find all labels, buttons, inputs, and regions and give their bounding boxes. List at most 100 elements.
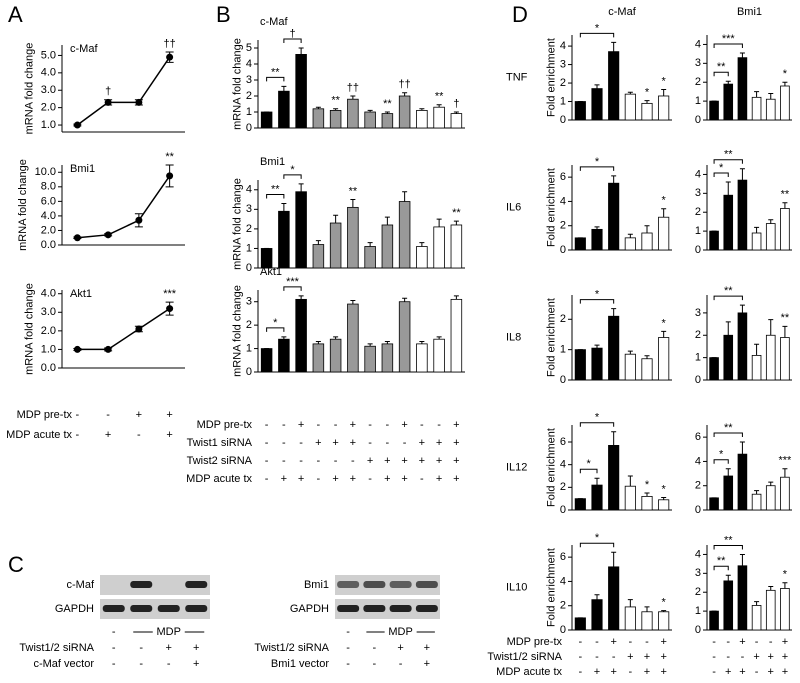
y-tick-label: 4 — [560, 575, 566, 587]
bar — [450, 113, 463, 129]
condition-sign: - — [726, 636, 730, 648]
condition-sign: + — [401, 455, 407, 467]
bar — [591, 599, 603, 631]
bar — [709, 497, 719, 511]
significance: ** — [165, 151, 174, 163]
significance: * — [662, 483, 667, 495]
y-tick-label: 2 — [560, 220, 566, 232]
error-bar — [298, 295, 304, 300]
y-tick-label: 3 — [560, 58, 566, 70]
y-axis-label: mRNA fold change — [232, 178, 244, 270]
significance: ** — [349, 185, 358, 197]
chart-title: Akt1 — [260, 266, 282, 278]
condition-sign: + — [660, 666, 666, 678]
condition-name: MDP acute tx — [6, 429, 72, 441]
condition-sign: + — [166, 429, 172, 441]
bar — [780, 208, 790, 251]
error-bar — [333, 214, 339, 224]
bar — [641, 495, 653, 511]
significance: ** — [271, 66, 280, 78]
condition-sign: + — [644, 666, 650, 678]
condition-sign: - — [645, 636, 649, 648]
band-label: c-Maf — [67, 579, 95, 591]
significance: * — [662, 317, 667, 329]
condition-sign: - — [282, 419, 286, 431]
bar — [574, 349, 586, 381]
significance: *** — [286, 276, 300, 288]
condition-sign: - — [726, 651, 730, 663]
significance: * — [645, 87, 650, 99]
bar — [260, 348, 273, 373]
bar — [658, 337, 670, 381]
treatment-label: MDP — [157, 626, 181, 638]
bar — [751, 493, 762, 511]
error-bar — [281, 85, 287, 92]
bar — [737, 565, 748, 631]
significance: *** — [722, 33, 736, 45]
y-tick-label: 2 — [560, 481, 566, 493]
bracket — [283, 38, 302, 43]
significance: * — [595, 156, 600, 168]
bar — [574, 617, 586, 631]
significance: *** — [163, 288, 177, 300]
bar — [641, 611, 653, 631]
y-tick-label: 1 — [695, 95, 701, 107]
significance: * — [587, 458, 592, 470]
condition-sign: - — [712, 636, 716, 648]
significance: * — [719, 162, 724, 174]
error-bar — [594, 594, 600, 600]
bar — [709, 100, 719, 121]
error-bar — [367, 109, 373, 112]
error-bar — [436, 104, 442, 108]
y-tick-label: 5.0 — [41, 49, 56, 61]
condition-sign: + — [350, 473, 356, 485]
bar — [723, 580, 734, 631]
condition-sign: + — [401, 473, 407, 485]
bar — [624, 606, 636, 631]
band — [185, 605, 208, 612]
error-bar — [725, 80, 731, 85]
bar — [624, 237, 636, 251]
condition-sign: - — [420, 419, 424, 431]
error-bar — [782, 81, 788, 86]
y-tick-label: 3.0 — [41, 306, 56, 318]
condition-name: MDP acute tx — [496, 666, 562, 678]
bar — [737, 312, 748, 381]
bar — [737, 179, 748, 251]
band — [185, 581, 208, 588]
significance: ** — [383, 98, 392, 110]
error-bar — [350, 199, 356, 208]
error-bar — [754, 226, 760, 233]
band — [102, 605, 125, 612]
condition-name: MDP pre-tx — [197, 419, 253, 431]
y-tick-label: 6 — [560, 551, 566, 563]
bar — [608, 444, 620, 511]
bar — [780, 476, 790, 511]
y-tick-label: 3 — [695, 187, 701, 199]
significance: * — [783, 68, 788, 80]
y-axis-label: mRNA fold change — [23, 43, 35, 135]
condition-sign: - — [437, 419, 441, 431]
y-tick-label: 2 — [695, 586, 701, 598]
bar — [591, 347, 603, 381]
condition-sign: + — [193, 642, 199, 654]
significance: ** — [452, 207, 461, 219]
significance: ** — [717, 555, 726, 567]
condition-sign: - — [351, 455, 355, 467]
y-tick-label: 3 — [695, 307, 701, 319]
condition-sign: + — [610, 636, 616, 648]
error-bar — [281, 202, 287, 212]
significance: † — [105, 86, 111, 98]
bar — [278, 90, 290, 129]
condition-sign: - — [334, 455, 338, 467]
significance: * — [719, 449, 724, 461]
bar — [723, 475, 734, 511]
y-tick-label: 0 — [695, 504, 701, 516]
condition-sign: - — [76, 409, 80, 421]
condition-sign: + — [384, 473, 390, 485]
band — [363, 581, 386, 588]
condition-name: Twist1/2 siRNA — [254, 642, 329, 654]
condition-sign: - — [403, 437, 407, 449]
error-bar — [419, 341, 425, 344]
bracket — [713, 172, 729, 177]
